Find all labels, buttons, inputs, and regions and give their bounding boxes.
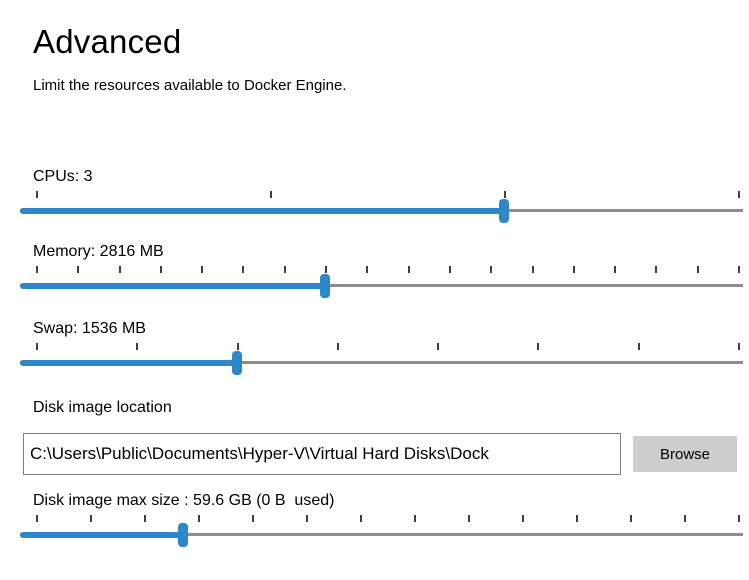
disk-image-location-row: Browse — [23, 433, 749, 475]
disk-max-size-slider-tick — [90, 515, 92, 522]
memory-slider-tick — [201, 266, 204, 273]
disk-max-size-slider-tick — [144, 515, 146, 522]
cpus-slider-group: CPUs: 3 — [20, 167, 745, 223]
disk-max-size-slider-tick — [252, 515, 254, 522]
disk-max-size-slider-tick — [522, 515, 524, 522]
swap-slider-tick — [738, 343, 740, 350]
cpus-slider-track[interactable] — [20, 198, 745, 223]
swap-slider-tick — [637, 343, 640, 350]
swap-slider-tick — [136, 343, 139, 350]
disk-max-size-slider-track-rest — [20, 533, 743, 536]
memory-slider-tick — [655, 266, 658, 273]
memory-slider-tick — [490, 266, 493, 273]
memory-slider-thumb[interactable] — [320, 274, 331, 298]
cpus-slider-fill — [20, 208, 505, 214]
memory-slider-tick — [572, 266, 575, 273]
swap-slider-fill — [20, 360, 237, 366]
disk-max-size-slider-tick — [468, 515, 470, 522]
memory-slider-fill — [20, 283, 326, 289]
swap-slider-track-rest — [20, 361, 743, 364]
disk-image-location-input[interactable] — [23, 433, 621, 475]
memory-slider-tick — [36, 266, 38, 273]
swap-slider-thumb[interactable] — [231, 351, 242, 375]
swap-slider-track[interactable] — [20, 350, 745, 375]
cpus-slider-label: CPUs: 3 — [33, 168, 93, 185]
swap-slider-ticks — [20, 343, 745, 350]
disk-max-size-slider-tick — [684, 515, 686, 522]
disk-max-size-slider-tick — [360, 515, 362, 522]
cpus-slider-tick — [270, 191, 272, 198]
memory-slider-tick — [738, 266, 740, 273]
browse-button[interactable]: Browse — [633, 436, 737, 472]
page-description: Limit the resources available to Docker … — [33, 77, 347, 94]
disk-max-size-slider-group: Disk image max size : 59.6 GB (0 B used) — [20, 491, 745, 547]
memory-slider-label: Memory: 2816 MB — [33, 243, 164, 260]
disk-max-size-slider-track[interactable] — [20, 522, 745, 547]
swap-slider-group: Swap: 1536 MB — [20, 319, 745, 375]
memory-slider-track[interactable] — [20, 273, 745, 298]
cpus-slider-tick — [36, 191, 38, 198]
memory-slider-mount: Memory: 2816 MB — [0, 242, 749, 298]
disk-max-size-slider-tick — [576, 515, 578, 522]
memory-slider-tick — [531, 266, 534, 273]
cpus-slider-tick — [504, 191, 506, 198]
memory-slider-tick — [283, 266, 286, 273]
swap-slider-tick — [537, 343, 540, 350]
disk-max-size-slider-thumb[interactable] — [178, 523, 189, 547]
disk-max-size-slider-tick — [306, 515, 308, 522]
memory-slider-group: Memory: 2816 MB — [20, 242, 745, 298]
memory-slider-tick — [614, 266, 617, 273]
swap-slider-tick — [336, 343, 339, 350]
disk-max-size-slider-mount: Disk image max size : 59.6 GB (0 B used) — [0, 491, 749, 547]
memory-slider-tick — [159, 266, 162, 273]
swap-slider-tick — [437, 343, 440, 350]
memory-slider-tick — [118, 266, 121, 273]
swap-slider-tick — [36, 343, 38, 350]
memory-slider-tick — [407, 266, 410, 273]
memory-slider-track-rest — [20, 284, 743, 287]
disk-max-size-slider-ticks — [20, 515, 745, 522]
memory-slider-tick — [77, 266, 80, 273]
swap-slider-tick — [236, 343, 239, 350]
disk-max-size-slider-fill — [20, 532, 184, 538]
disk-image-location-label: Disk image location — [33, 399, 172, 416]
cpus-slider-mount: CPUs: 3 — [0, 167, 749, 223]
cpus-slider-thumb[interactable] — [499, 199, 510, 223]
advanced-settings-page: Advanced Limit the resources available t… — [0, 20, 749, 580]
disk-max-size-slider-tick — [738, 515, 740, 522]
memory-slider-tick — [325, 266, 328, 273]
memory-slider-tick — [696, 266, 699, 273]
disk-max-size-slider-label: Disk image max size : 59.6 GB (0 B used) — [33, 492, 335, 509]
swap-slider-label: Swap: 1536 MB — [33, 320, 146, 337]
cpus-slider-ticks — [20, 191, 745, 198]
memory-slider-tick — [242, 266, 245, 273]
memory-slider-ticks — [20, 266, 745, 273]
disk-max-size-slider-tick — [198, 515, 200, 522]
disk-max-size-slider-tick — [414, 515, 416, 522]
cpus-slider-tick — [738, 191, 740, 198]
swap-slider-mount: Swap: 1536 MB — [0, 319, 749, 375]
disk-max-size-slider-tick — [36, 515, 38, 522]
disk-max-size-slider-tick — [630, 515, 632, 522]
page-title: Advanced — [33, 23, 182, 60]
memory-slider-tick — [366, 266, 369, 273]
memory-slider-tick — [448, 266, 451, 273]
